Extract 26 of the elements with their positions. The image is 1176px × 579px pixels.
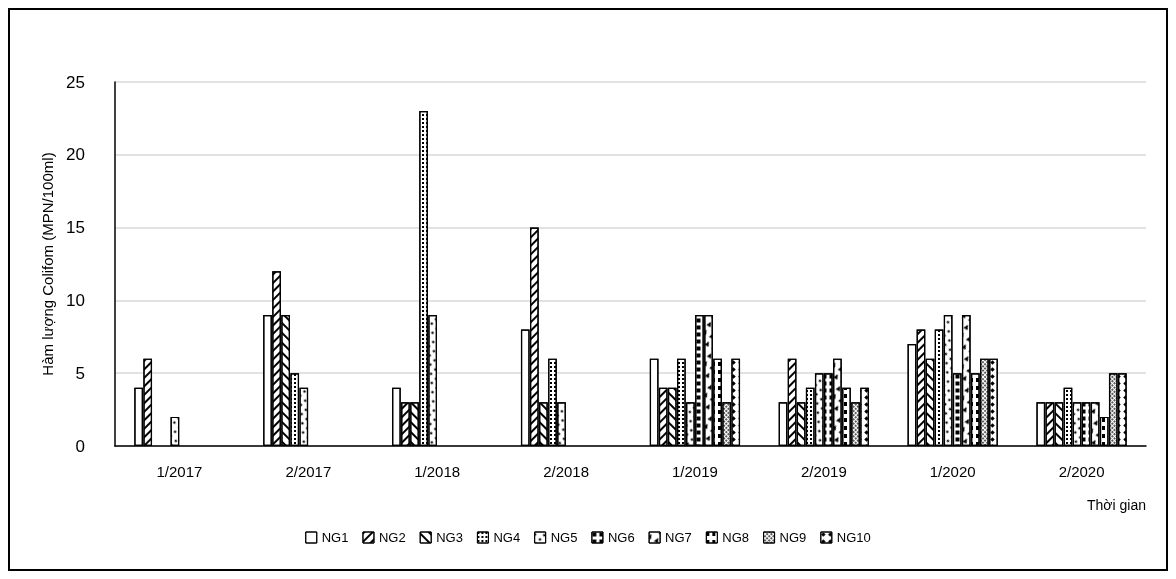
legend-label: NG10	[836, 530, 871, 545]
y-tick-label: 10	[66, 290, 85, 310]
legend-label: NG7	[665, 530, 692, 545]
legend-label: NG3	[436, 530, 463, 545]
x-tick-label: 1/2018	[414, 463, 461, 480]
y-tick-label: 5	[75, 363, 85, 383]
y-tick-label: 0	[75, 436, 85, 456]
x-axis-title: Thời gian	[1087, 497, 1146, 513]
x-tick-label: 1/2017	[156, 463, 203, 480]
legend-label: NG6	[607, 530, 635, 545]
legend-label: NG5	[550, 530, 578, 545]
y-axis-title: Hàm lượng Colifom (MPN/100ml)	[39, 152, 57, 376]
legend-label: NG1	[321, 530, 349, 545]
legend-label: NG9	[779, 530, 807, 545]
legend-label: NG4	[493, 530, 521, 545]
x-tick-label: 2/2019	[800, 463, 847, 480]
y-tick-label: 15	[66, 218, 85, 238]
y-tick-label: 25	[66, 72, 85, 92]
x-tick-label: 1/2020	[929, 463, 976, 480]
legend-label: NG2	[378, 530, 406, 545]
x-tick-label: 1/2019	[671, 463, 718, 480]
x-tick-label: 2/2020	[1058, 463, 1105, 480]
legend-label: NG8	[722, 530, 750, 545]
x-tick-label: 2/2018	[543, 463, 590, 480]
x-tick-label: 2/2017	[285, 463, 332, 480]
y-tick-label: 20	[66, 145, 85, 165]
